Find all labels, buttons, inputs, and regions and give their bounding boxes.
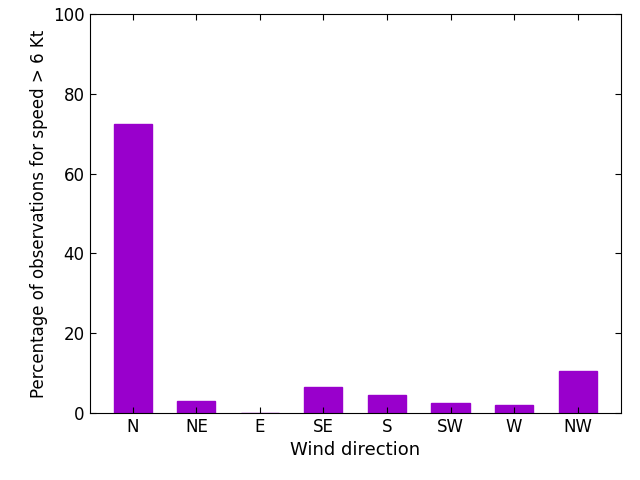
Bar [368, 395, 406, 413]
X-axis label: Wind direction: Wind direction [290, 441, 420, 459]
Bar [495, 405, 533, 413]
Bar [114, 124, 152, 413]
Bar [559, 371, 596, 413]
Bar [305, 387, 342, 413]
Bar [431, 403, 470, 413]
Y-axis label: Percentage of observations for speed > 6 Kt: Percentage of observations for speed > 6… [29, 29, 47, 398]
Bar [177, 401, 216, 413]
